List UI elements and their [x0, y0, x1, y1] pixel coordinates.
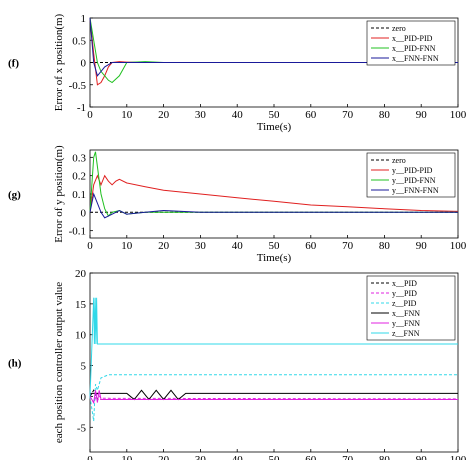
legend-label: x__PID	[392, 279, 417, 288]
x-tick-label: 50	[269, 109, 281, 121]
data-line	[89, 17, 458, 84]
legend-label: x__FNN	[392, 309, 420, 318]
x-tick-label: 80	[379, 454, 391, 460]
legend-label: x__PID-PID	[392, 34, 433, 43]
x-tick-label: 60	[305, 109, 317, 121]
y-tick-label: 0.5	[72, 35, 86, 47]
y-tick-label: 0	[81, 58, 87, 70]
x-tick-label: 90	[416, 109, 428, 121]
x-tick-label: 60	[305, 454, 317, 460]
x-tick-label: 40	[232, 240, 244, 252]
x-tick-label: 10	[121, 454, 133, 460]
x-tick-label: 0	[87, 454, 93, 460]
legend-label: z__FNN	[392, 329, 420, 338]
legend-label: z__PID	[392, 299, 417, 308]
data-line	[89, 174, 459, 213]
y-axis-label: Error of x position(m)	[53, 13, 65, 111]
x-tick-label: 30	[195, 240, 207, 252]
y-tick-label: 15	[75, 299, 87, 311]
data-line	[90, 389, 458, 401]
y-tick-label: 20	[75, 268, 87, 280]
x-tick-label: 10	[121, 109, 133, 121]
y-axis-label: Error of y position(m)	[53, 145, 65, 243]
x-axis-label: Time(s)	[257, 252, 292, 264]
x-tick-label: 80	[379, 109, 391, 121]
x-tick-label: 10	[121, 240, 133, 252]
panel-label: (h)	[8, 358, 22, 370]
y-tick-label: 0.2	[72, 171, 86, 183]
panel-label: (g)	[8, 189, 21, 201]
data-line	[89, 192, 458, 219]
x-tick-label: 90	[416, 454, 428, 460]
y-tick-label: -1	[77, 102, 86, 114]
x-tick-label: 0	[87, 240, 93, 252]
y-axis-label: each position controller output value	[53, 282, 65, 443]
y-tick-label: -0.1	[69, 226, 86, 238]
x-tick-label: 20	[158, 240, 170, 252]
x-tick-label: 40	[232, 454, 244, 460]
x-tick-label: 70	[342, 109, 354, 121]
x-tick-label: 50	[269, 240, 281, 252]
legend-label: x__PID-FNN	[392, 44, 436, 53]
x-tick-label: 50	[269, 454, 281, 460]
y-tick-label: 0	[81, 207, 87, 219]
legend-label: y__FNN-FNN	[392, 186, 439, 195]
legend-label: y__FNN	[392, 319, 420, 328]
legend-label: y__PID-PID	[392, 166, 433, 175]
x-tick-label: 100	[450, 240, 467, 252]
y-tick-label: 0.1	[72, 189, 86, 201]
x-tick-label: 0	[87, 109, 93, 121]
y-tick-label: 1	[81, 13, 87, 25]
y-tick-label: 5	[81, 361, 87, 373]
x-tick-label: 20	[158, 454, 170, 460]
legend-label: zero	[392, 24, 406, 33]
x-tick-label: 100	[450, 109, 467, 121]
data-line	[89, 17, 458, 77]
x-tick-label: 60	[305, 240, 317, 252]
y-tick-label: 10	[75, 330, 87, 342]
x-tick-label: 90	[416, 240, 428, 252]
y-tick-label: -0.5	[69, 80, 87, 92]
y-tick-label: 0	[81, 391, 87, 403]
data-line	[89, 297, 458, 397]
x-tick-label: 40	[232, 109, 244, 121]
x-tick-label: 80	[379, 240, 391, 252]
legend-label: zero	[392, 156, 406, 165]
x-tick-label: 30	[195, 109, 207, 121]
legend-label: y__PID-FNN	[392, 176, 436, 185]
x-tick-label: 20	[158, 109, 170, 121]
panel-label: (f)	[8, 58, 19, 70]
x-tick-label: 70	[342, 454, 354, 460]
x-tick-label: 70	[342, 240, 354, 252]
data-line	[89, 390, 458, 405]
x-axis-label: Time(s)	[257, 121, 292, 133]
y-tick-label: -5	[77, 422, 87, 434]
legend-box	[366, 275, 456, 341]
y-tick-label: 0.3	[72, 152, 86, 164]
x-tick-label: 30	[195, 454, 207, 460]
legend-label: y__PID	[392, 289, 417, 298]
x-tick-label: 100	[450, 454, 467, 460]
legend-label: x__FNN-FNN	[392, 54, 439, 63]
